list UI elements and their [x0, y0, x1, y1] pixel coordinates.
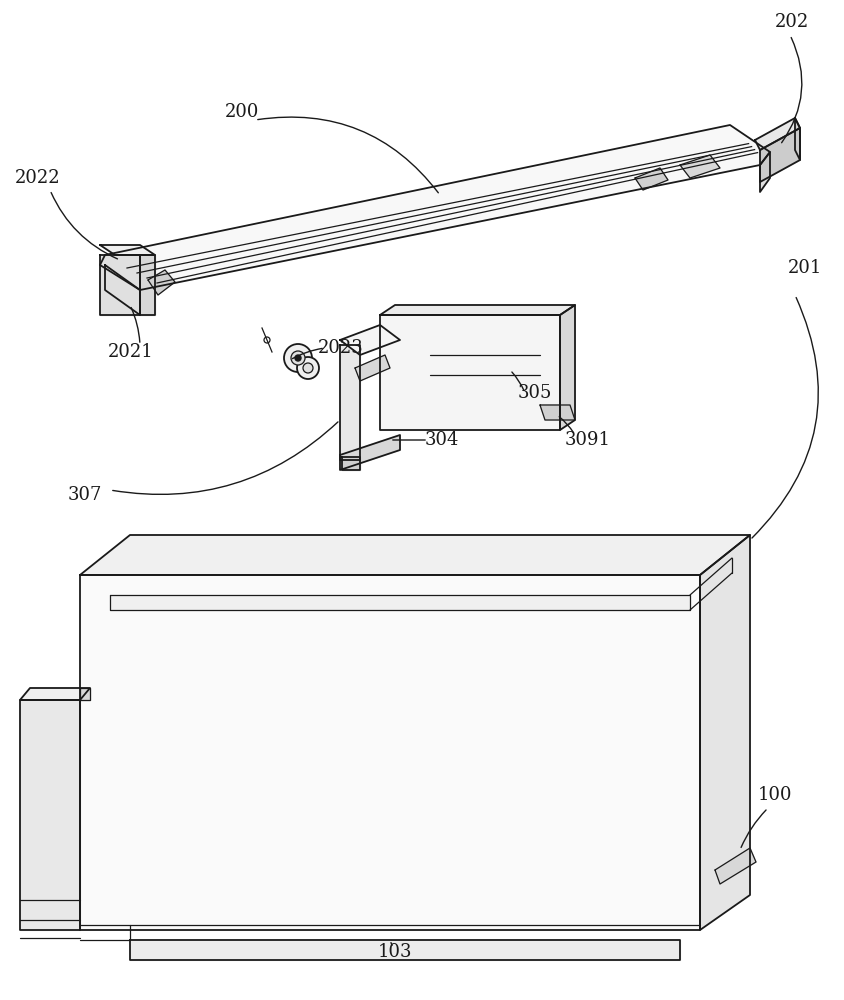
Text: 2021: 2021	[108, 343, 154, 361]
Text: 202: 202	[774, 13, 809, 31]
Polygon shape	[634, 168, 668, 190]
Text: 307: 307	[68, 486, 102, 504]
Text: 201: 201	[787, 259, 821, 277]
Text: 2023: 2023	[317, 339, 363, 357]
Text: 3091: 3091	[565, 431, 610, 449]
Polygon shape	[679, 155, 719, 178]
Polygon shape	[759, 152, 769, 192]
Text: 305: 305	[517, 384, 552, 402]
Polygon shape	[100, 245, 154, 255]
Polygon shape	[339, 435, 399, 470]
Polygon shape	[105, 265, 140, 315]
Polygon shape	[130, 940, 679, 960]
Polygon shape	[339, 345, 360, 460]
Polygon shape	[794, 118, 799, 160]
Polygon shape	[20, 700, 80, 930]
Polygon shape	[100, 255, 140, 315]
Circle shape	[290, 351, 305, 365]
Polygon shape	[539, 405, 574, 420]
Text: 2022: 2022	[15, 169, 61, 187]
Polygon shape	[80, 688, 90, 700]
Polygon shape	[80, 535, 749, 575]
Polygon shape	[339, 325, 399, 355]
Polygon shape	[714, 848, 755, 884]
Polygon shape	[140, 255, 154, 315]
Text: 200: 200	[225, 103, 259, 121]
Circle shape	[296, 357, 319, 379]
Polygon shape	[20, 688, 90, 700]
Polygon shape	[148, 270, 175, 295]
Text: 100: 100	[757, 786, 792, 804]
Circle shape	[303, 363, 312, 373]
Polygon shape	[110, 595, 690, 610]
Polygon shape	[354, 355, 390, 381]
Polygon shape	[380, 315, 560, 430]
Text: 304: 304	[425, 431, 459, 449]
Polygon shape	[699, 535, 749, 930]
Polygon shape	[80, 575, 699, 930]
Polygon shape	[754, 118, 799, 150]
Text: 103: 103	[377, 943, 412, 961]
Polygon shape	[342, 457, 360, 470]
Polygon shape	[380, 305, 574, 315]
Circle shape	[284, 344, 311, 372]
Polygon shape	[759, 128, 799, 182]
Polygon shape	[100, 125, 769, 290]
Circle shape	[295, 355, 300, 361]
Polygon shape	[560, 305, 574, 430]
